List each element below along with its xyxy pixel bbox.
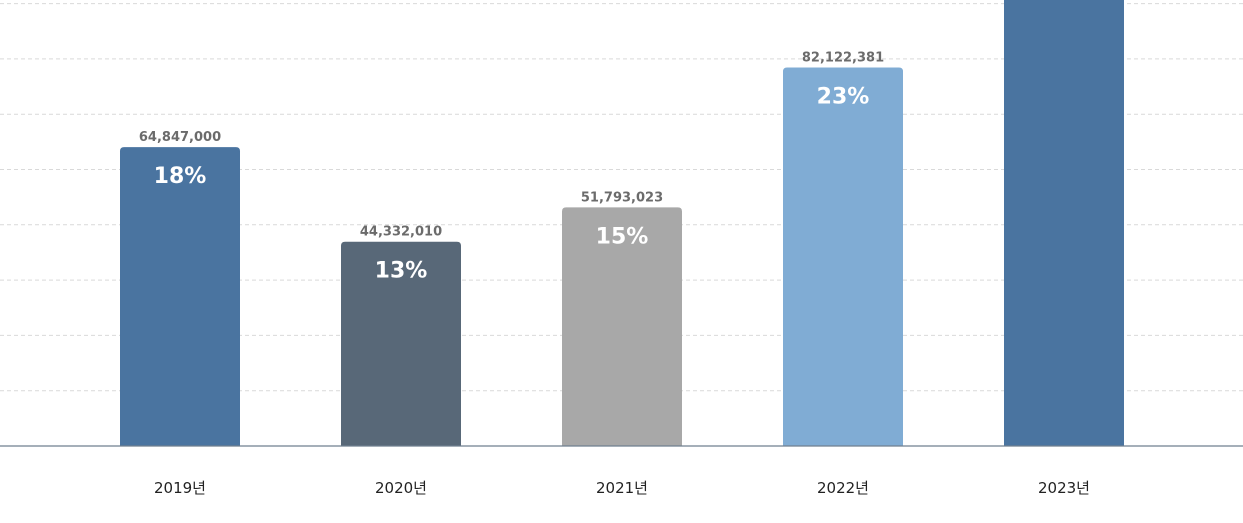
category-label: 2021년	[596, 479, 648, 497]
labels: 64,847,000 18% 2019년 44,332,010 13% 2020년 51,7…	[139, 51, 1090, 497]
percent-label: 13%	[375, 259, 428, 284]
bar-2021년	[562, 207, 682, 446]
bars	[120, 0, 1124, 447]
value-label: 82,122,381	[802, 51, 884, 66]
value-label: 64,847,000	[139, 130, 221, 145]
category-label: 2020년	[375, 479, 427, 497]
value-label: 44,332,010	[360, 225, 442, 240]
percent-label: 15%	[596, 224, 649, 249]
bar-2019년	[120, 147, 240, 447]
category-label: 2019년	[154, 479, 206, 497]
bar-2023년	[1004, 0, 1124, 446]
bar-2020년	[341, 241, 461, 446]
percent-label: 23%	[817, 85, 870, 110]
category-label: 2022년	[817, 479, 869, 497]
bar-2022년	[783, 67, 903, 446]
category-label: 2023년	[1038, 479, 1090, 497]
value-label: 51,793,023	[581, 190, 663, 205]
percent-label: 18%	[154, 164, 207, 189]
